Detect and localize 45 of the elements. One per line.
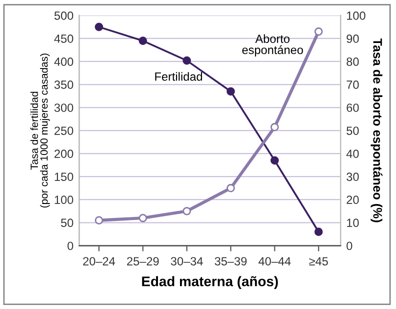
y2-tick-label: 80 [346,58,359,66]
point [182,206,191,216]
y2-axis-title: Tasa de aborto espontáneo (%) [370,38,382,222]
y2-tick-label: 70 [346,80,359,89]
y2-tick-label: 30 [346,172,359,181]
y2-tick-label: 20 [346,196,359,204]
series-label: Aborto espontáneo [242,34,303,56]
y-tick-label: 0 [68,242,74,250]
point [138,36,148,45]
point [270,122,279,132]
point [182,56,191,65]
point [94,22,104,32]
point [314,27,323,36]
point [226,184,235,192]
x-tick-label: ≥45 [309,257,328,266]
x-tick-label: 25–29 [127,257,159,266]
y-axis-title: Tasa de fertilidad (por cada 1000 mujeres casadas) [30,54,50,208]
point [314,228,323,236]
x-axis-title: Edad materna (años) [142,276,278,290]
y-tick-label: 50 [60,218,74,228]
point [226,87,235,96]
y-tick-label: 350 [54,80,74,89]
y2-tick-label: 100 [347,11,366,20]
y-tick-label: 150 [54,172,74,181]
y-tick-label: 100 [54,196,74,204]
y-tick-label: 200 [54,150,74,158]
y2-tick-label: 40 [346,150,359,158]
y-tick-label: 250 [54,126,74,135]
x-tick-label: 30–34 [170,257,203,266]
y2-tick-label: 0 [346,242,352,250]
y-tick-label: 300 [54,104,74,112]
y2-tick-label: 10 [347,218,359,228]
y-tick-label: 400 [54,58,74,66]
y-tick-label: 500 [54,11,74,20]
point [270,156,279,165]
y2-tick-label: 60 [346,104,359,112]
x-tick-label: 40–44 [258,257,291,266]
y-tick-label: 450 [54,34,74,43]
y2-tick-label: 50 [346,126,359,135]
point [94,216,104,224]
series-label: Fertilidad [155,72,202,81]
x-tick-label: 20–24 [83,257,116,266]
x-tick-label: 35–39 [214,257,247,266]
y2-tick-label: 90 [346,34,359,43]
point [138,214,148,222]
